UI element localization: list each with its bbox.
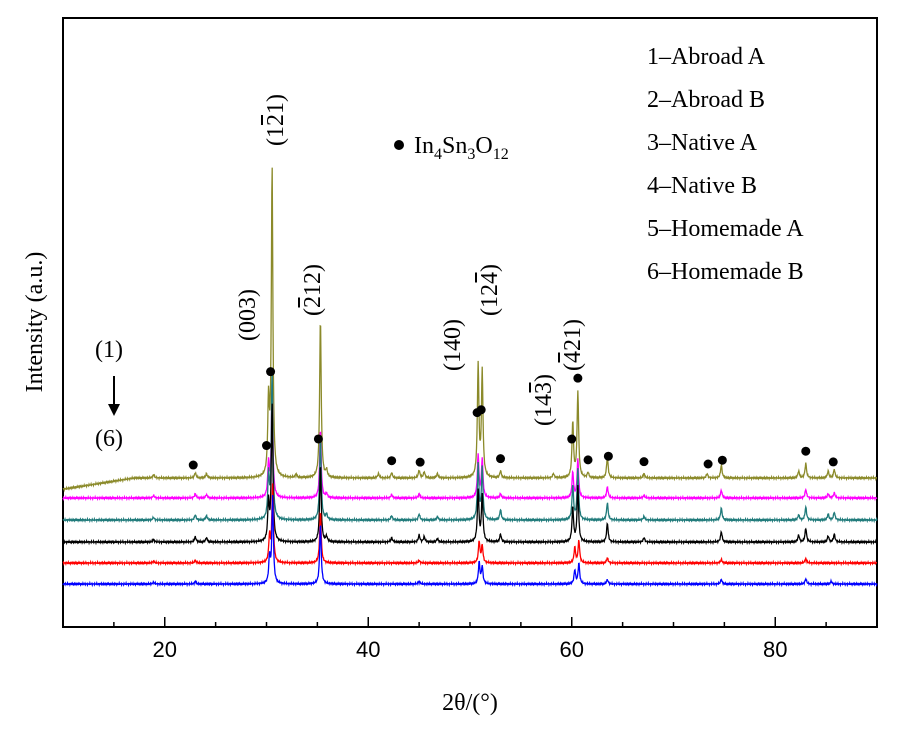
x-tick-label: 60 [560, 637, 584, 662]
hkl-text: (212) [300, 264, 326, 316]
diffraction-traces [62, 167, 878, 588]
hkl-text: (124) [477, 264, 503, 316]
legend-entry: 5–Homemade A [647, 216, 804, 242]
trace-line [62, 167, 878, 493]
peak-hkl-label: (140) [440, 319, 466, 371]
x-tick-label: 80 [763, 637, 787, 662]
peak-hkl-label: (143) [529, 374, 557, 426]
phase-marker [801, 446, 811, 456]
legend-entry: 1–Abroad A [647, 44, 766, 70]
x-axis: 20 40 60 80 [62, 617, 878, 662]
hkl-text: (421) [560, 319, 586, 371]
trace-line [62, 495, 878, 588]
peak-hkl-label: (124) [475, 264, 503, 316]
trace-line [62, 385, 878, 502]
phase-marker [262, 441, 271, 451]
phase-marker-legend: In4Sn3O12 [394, 133, 509, 163]
sample-order-indicator: (1) (6) [95, 337, 123, 452]
phase-marker [828, 457, 838, 467]
phase-marker [496, 454, 506, 464]
phase-marker-legend-dot [394, 140, 404, 150]
phase-marker [476, 405, 486, 415]
hkl-text: (121) [263, 94, 289, 146]
phase-marker [583, 455, 593, 465]
phase-marker [266, 367, 276, 377]
peak-annotations: (003) (121) (212) (140) (124) (143)(421) [235, 94, 586, 426]
trace-line [62, 483, 878, 567]
phase-marker [717, 455, 727, 465]
legend-entry: 6–Homemade B [647, 259, 804, 285]
phase-marker [573, 373, 583, 383]
phase-markers [188, 367, 838, 470]
phase-marker [639, 457, 649, 467]
peak-hkl-label: (003) [235, 289, 261, 341]
legend-entry: 2–Abroad B [647, 87, 765, 113]
trace-line [62, 372, 878, 524]
peak-hkl-label: (421) [558, 319, 586, 371]
phase-marker [603, 451, 613, 461]
down-arrow-head-icon [108, 404, 120, 416]
peak-hkl-label: (121) [261, 94, 289, 146]
y-axis-title: Intensity (a.u.) [22, 252, 48, 393]
phase-marker [567, 434, 577, 444]
trace-line [62, 403, 878, 546]
sample-order-top: (1) [95, 337, 123, 363]
x-axis-title: 2θ/(°) [442, 690, 498, 716]
hkl-text: (003) [235, 289, 261, 341]
hkl-text: (143) [531, 374, 557, 426]
phase-marker [415, 457, 425, 467]
phase-marker [387, 456, 397, 466]
peak-hkl-label: (212) [298, 264, 326, 316]
legend-entry: 4–Native B [647, 173, 757, 199]
legend-entry: 3–Native A [647, 130, 758, 156]
phase-marker-legend-label: In4Sn3O12 [414, 133, 509, 163]
phase-marker [188, 460, 198, 470]
phase-marker [313, 434, 323, 444]
legend: 1–Abroad A 2–Abroad B 3–Native A 4–Nativ… [647, 44, 804, 285]
x-tick-label: 40 [356, 637, 380, 662]
hkl-text: (140) [440, 319, 466, 371]
phase-marker [703, 459, 713, 469]
x-tick-label: 20 [153, 637, 177, 662]
sample-order-bottom: (6) [95, 426, 123, 452]
